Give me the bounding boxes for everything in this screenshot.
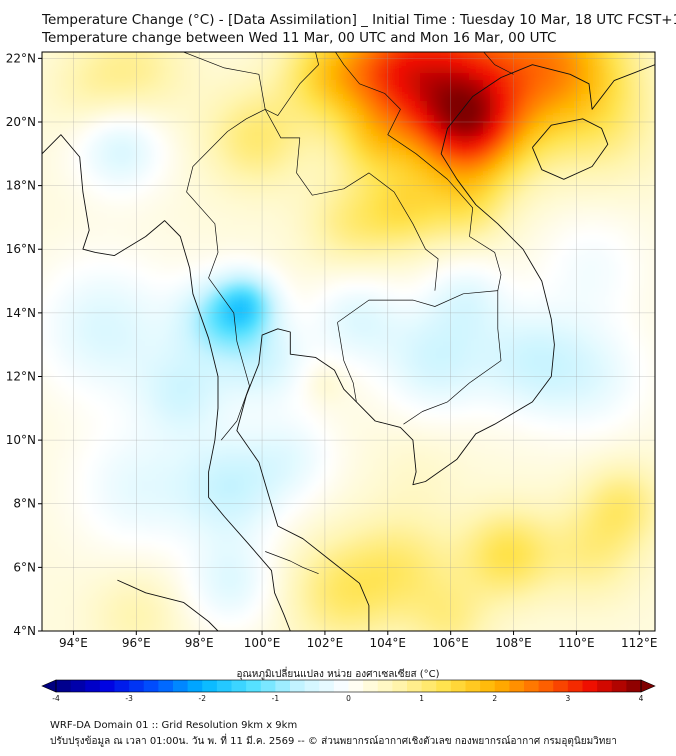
colorbar-tick-label: 4 bbox=[639, 694, 644, 703]
colorbar-segment bbox=[187, 680, 203, 692]
colorbar-segment bbox=[348, 680, 364, 692]
colorbar-segment bbox=[538, 680, 554, 692]
x-tick-label: 106°E bbox=[432, 636, 469, 650]
coastline-sumatra bbox=[117, 579, 219, 631]
colorbar-segment bbox=[553, 680, 569, 692]
colorbar-segment bbox=[129, 680, 145, 692]
coastline-gulf-of-thailand-coast bbox=[236, 64, 655, 631]
colorbar-segment bbox=[290, 680, 306, 692]
colorbar-segment bbox=[216, 680, 232, 692]
colorbar-tick-label: 3 bbox=[565, 694, 570, 703]
colorbar-segment bbox=[465, 680, 481, 692]
colorbar-segment bbox=[304, 680, 320, 692]
coastlines-and-borders bbox=[42, 52, 655, 631]
y-tick-label: 4°N bbox=[13, 624, 36, 638]
footer-model-info: WRF-DA Domain 01 :: Grid Resolution 9km … bbox=[50, 720, 298, 731]
y-tick-label: 18°N bbox=[6, 179, 36, 193]
x-tick-label: 100°E bbox=[244, 636, 281, 650]
x-tick-label: 98°E bbox=[185, 636, 214, 650]
colorbar-segment bbox=[231, 680, 247, 692]
chart-title: Temperature Change (°C) - [Data Assimila… bbox=[42, 12, 676, 28]
y-tick-label: 16°N bbox=[6, 242, 36, 256]
x-tick-label: 112°E bbox=[621, 636, 658, 650]
y-tick-label: 20°N bbox=[6, 115, 36, 129]
colorbar-segment bbox=[246, 680, 262, 692]
colorbar-segment bbox=[582, 680, 598, 692]
y-axis-ticks: 4°N 6°N 8°N 10°N 12°N 14°N 16°N 18°N 20°N 22°N bbox=[6, 51, 42, 638]
colorbar-segment bbox=[202, 680, 218, 692]
colorbar-tick-label: -3 bbox=[125, 694, 133, 703]
colorbar-segment bbox=[275, 680, 291, 692]
colorbar-segment bbox=[143, 680, 159, 692]
colorbar-segment bbox=[260, 680, 276, 692]
colorbar-tick-label: 2 bbox=[492, 694, 497, 703]
colorbar-tick-label: 1 bbox=[419, 694, 424, 703]
colorbar-segment bbox=[524, 680, 540, 692]
border-burma-thailand bbox=[186, 108, 266, 441]
colorbar-label: อุณหภูมิเปลี่ยนแปลง หน่วย องศาเซลเซียส (… bbox=[236, 669, 440, 680]
border-thailand-malaysia bbox=[265, 551, 319, 575]
x-tick-label: 110°E bbox=[558, 636, 595, 650]
temperature-field bbox=[42, 52, 655, 631]
colorbar-segment bbox=[173, 680, 189, 692]
y-tick-label: 8°N bbox=[13, 497, 36, 511]
colorbar-segment bbox=[567, 680, 583, 692]
y-tick-label: 10°N bbox=[6, 433, 36, 447]
colorbar-tick-label: -2 bbox=[199, 694, 207, 703]
x-axis-ticks: 94°E 96°E 98°E 100°E 102°E 104°E 106°E 108°E 110… bbox=[59, 631, 658, 650]
lat-lon-grid bbox=[42, 52, 655, 631]
y-tick-label: 12°N bbox=[6, 369, 36, 383]
border-cambodia-north bbox=[337, 290, 498, 323]
colorbar-segment bbox=[99, 680, 115, 692]
colorbar-segment bbox=[85, 680, 101, 692]
border-cambodia-west bbox=[337, 322, 357, 402]
colorbar-frame bbox=[55, 679, 642, 693]
border-thailand-laos bbox=[264, 109, 439, 291]
colorbar-segment bbox=[333, 680, 349, 692]
colorbar-segment bbox=[421, 680, 437, 692]
colorbar-segment bbox=[114, 680, 130, 692]
colorbar-segment bbox=[494, 680, 510, 692]
x-tick-label: 96°E bbox=[122, 636, 151, 650]
colorbar-tick-label: -4 bbox=[52, 694, 60, 703]
x-tick-label: 102°E bbox=[307, 636, 344, 650]
x-tick-label: 104°E bbox=[370, 636, 407, 650]
chart-subtitle: Temperature change between Wed 11 Mar, 0… bbox=[42, 30, 557, 46]
y-tick-label: 22°N bbox=[6, 51, 36, 65]
coastline-mainland-west-coast bbox=[42, 134, 291, 631]
colorbar-segment bbox=[611, 680, 627, 692]
border-burma-laos-china bbox=[183, 52, 319, 116]
border-china-vietnam bbox=[483, 52, 514, 75]
colorbar: -4 -3 -2 -1 0 1 2 3 4 bbox=[41, 679, 656, 703]
x-tick-label: 108°E bbox=[495, 636, 532, 650]
colorbar-segment bbox=[56, 680, 72, 692]
colorbar-tick-label: 0 bbox=[346, 694, 351, 703]
border-laos-vietnam bbox=[335, 52, 502, 291]
x-tick-label: 94°E bbox=[59, 636, 88, 650]
colorbar-segment bbox=[480, 680, 496, 692]
y-tick-label: 14°N bbox=[6, 306, 36, 320]
colorbar-segment bbox=[392, 680, 408, 692]
colorbar-segment bbox=[436, 680, 452, 692]
colorbar-segment bbox=[363, 680, 379, 692]
colorbar-tick-label: -1 bbox=[272, 694, 280, 703]
colorbar-segment bbox=[158, 680, 174, 692]
colorbar-segment bbox=[450, 680, 466, 692]
colorbar-segment bbox=[70, 680, 86, 692]
colorbar-segment bbox=[509, 680, 525, 692]
coastline-hainan bbox=[531, 118, 609, 180]
colorbar-segment bbox=[626, 680, 642, 692]
plot-frame bbox=[41, 51, 656, 632]
colorbar-segment bbox=[319, 680, 335, 692]
colorbar-segment bbox=[407, 680, 423, 692]
colorbar-segment bbox=[377, 680, 393, 692]
colorbar-segment bbox=[597, 680, 613, 692]
footer-credit: ปรับปรุงข้อมูล ณ เวลา 01:00น. วัน พ. ที่… bbox=[50, 736, 617, 747]
border-cambodia-vietnam bbox=[403, 290, 502, 425]
y-tick-label: 6°N bbox=[13, 560, 36, 574]
